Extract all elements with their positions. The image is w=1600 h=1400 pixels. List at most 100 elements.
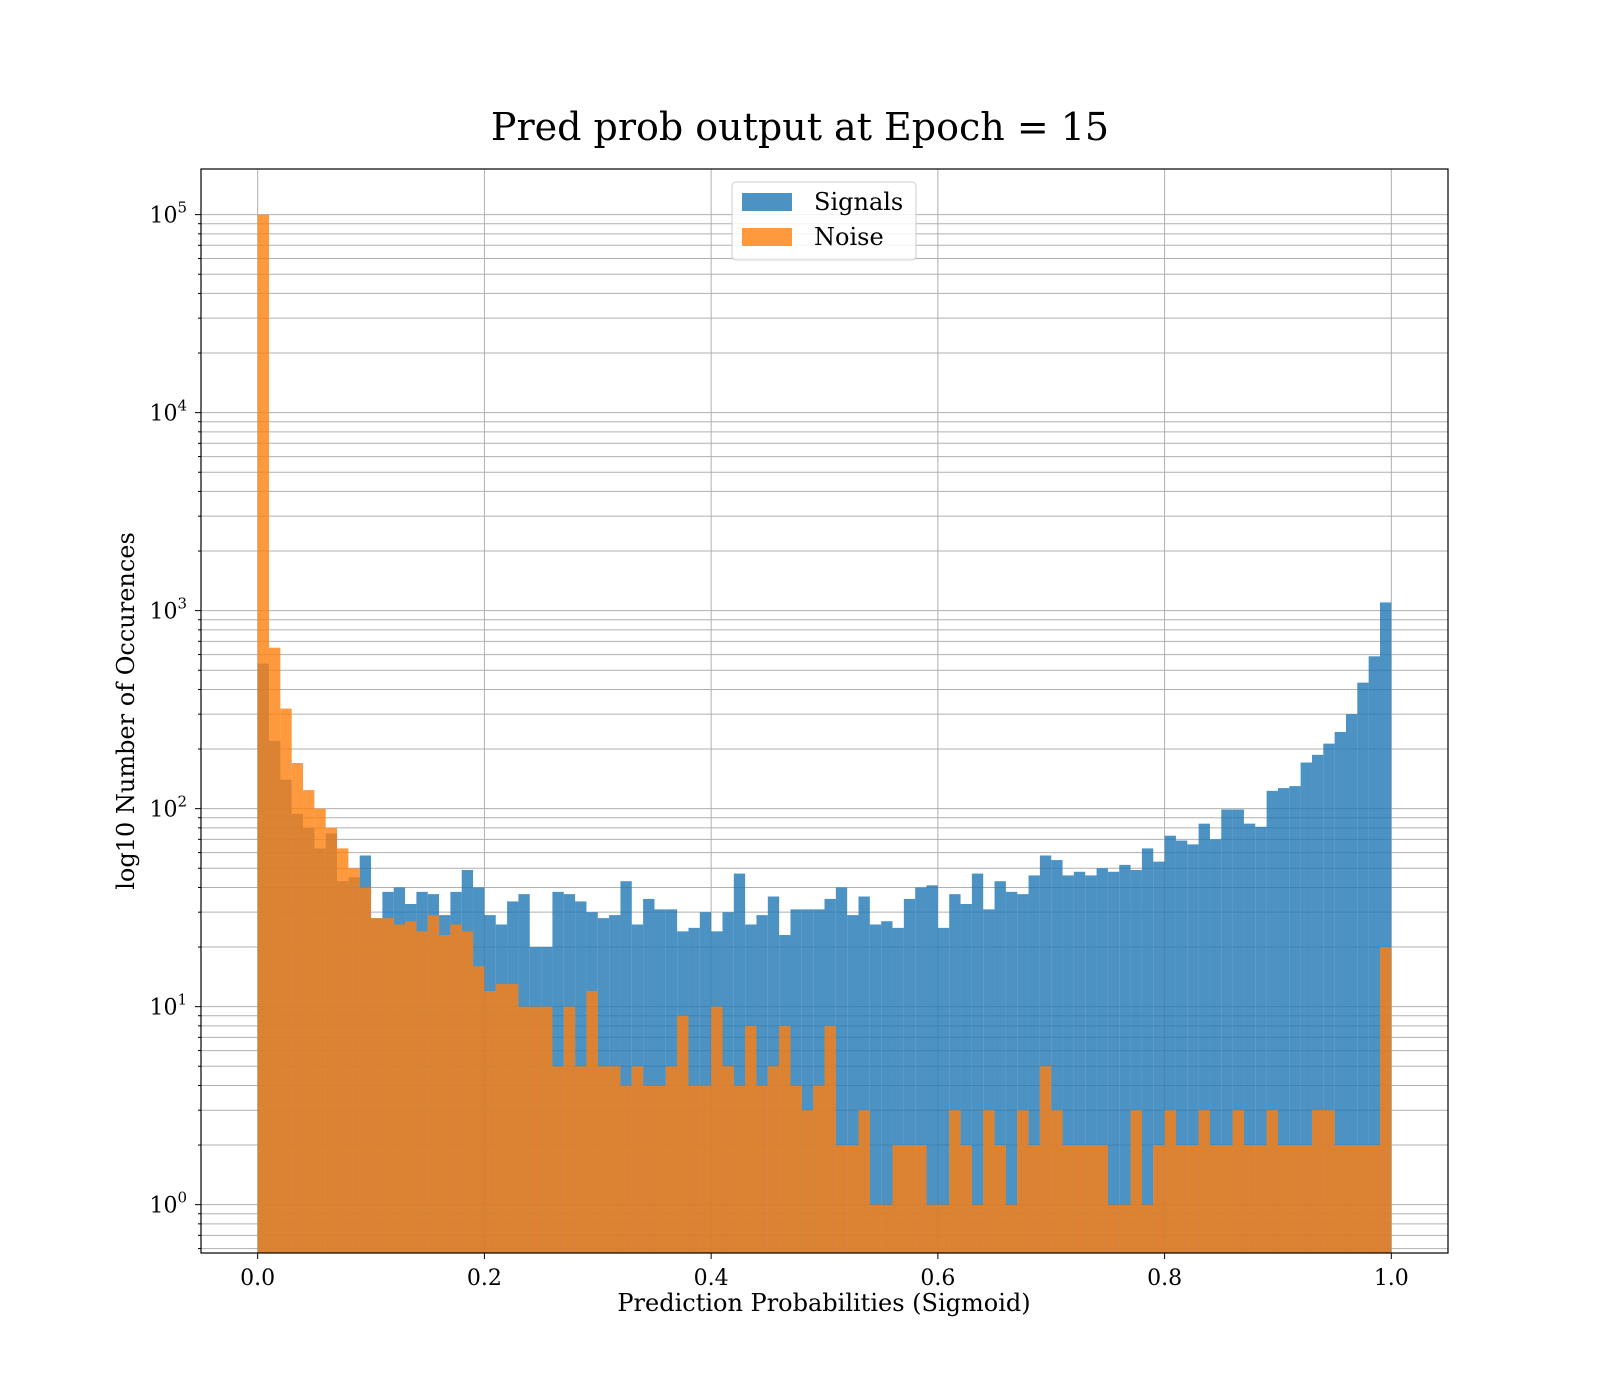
signals-bar xyxy=(1277,788,1290,1253)
x-axis-label: Prediction Probabilities (Sigmoid) xyxy=(617,1289,1030,1317)
noise-bar xyxy=(960,1145,972,1253)
signals-bar xyxy=(1085,875,1097,1253)
noise-bar xyxy=(1187,1145,1199,1253)
noise-bar xyxy=(1119,1204,1131,1253)
noise-bar xyxy=(314,808,326,1253)
legend-swatch-signals xyxy=(742,193,792,211)
signals-bar xyxy=(1073,871,1086,1253)
noise-bar xyxy=(518,1006,530,1253)
noise-bar xyxy=(461,931,474,1253)
noise-bar xyxy=(858,1110,870,1253)
noise-bar xyxy=(824,1025,836,1253)
signals-bar xyxy=(1379,602,1392,1253)
signals-bar xyxy=(1266,790,1278,1253)
noise-bar xyxy=(881,1204,893,1253)
signals-bar xyxy=(1221,809,1233,1253)
noise-bar xyxy=(1039,1066,1052,1253)
noise-bar xyxy=(1062,1145,1074,1253)
y-axis-label: log10 Number of Occurences xyxy=(112,532,140,890)
axis-ticks: 0.0 0.2 0.4 0.6 0.8 1.0 100 101 102 103 104 105 xyxy=(149,199,1408,1291)
noise-bar xyxy=(1153,1145,1165,1253)
noise-bar xyxy=(756,1085,768,1253)
noise-bar xyxy=(1005,1204,1018,1253)
y-tick-label: 104 xyxy=(149,397,187,427)
noise-bar xyxy=(654,1085,666,1253)
noise-bar xyxy=(790,1085,802,1253)
signals-bar xyxy=(858,896,870,1253)
noise-bar xyxy=(1255,1145,1267,1253)
y-tick-label: 101 xyxy=(149,991,187,1021)
signals-bar xyxy=(926,885,938,1253)
noise-bar xyxy=(665,1066,678,1253)
signals-bar xyxy=(1289,786,1301,1253)
noise-bar xyxy=(699,1085,712,1253)
noise-bar xyxy=(1368,1145,1380,1253)
signals-bar xyxy=(1164,835,1176,1253)
signals-bar xyxy=(892,927,904,1253)
noise-bar xyxy=(1243,1145,1256,1253)
noise-bar xyxy=(609,1066,621,1253)
signals-bar xyxy=(1062,875,1074,1253)
signals-bar xyxy=(1198,823,1210,1253)
noise-bar xyxy=(949,1110,961,1253)
signals-bar xyxy=(733,873,746,1253)
noise-bar xyxy=(722,1066,734,1253)
noise-bar xyxy=(439,935,451,1253)
noise-bar xyxy=(337,848,349,1253)
legend-label-signals: Signals xyxy=(814,188,903,216)
noise-bar xyxy=(1357,1145,1369,1253)
noise-bar xyxy=(269,647,281,1253)
signals-bar xyxy=(1153,861,1165,1253)
noise-bar xyxy=(1232,1110,1244,1253)
noise-bar xyxy=(688,1085,700,1253)
noise-bar xyxy=(847,1145,859,1253)
signals-bar xyxy=(960,903,972,1253)
signals-bar xyxy=(971,873,984,1253)
signals-bar xyxy=(643,898,655,1253)
noise-bars xyxy=(257,214,1392,1253)
noise-bar xyxy=(869,1204,882,1253)
signals-bar xyxy=(847,915,859,1253)
signals-bar xyxy=(994,881,1006,1253)
legend: Signals Noise xyxy=(731,181,917,261)
noise-bar xyxy=(1164,1110,1176,1253)
x-tick-label: 1.0 xyxy=(1374,1266,1409,1291)
signals-bar xyxy=(1130,869,1142,1253)
noise-bar xyxy=(280,708,292,1253)
signals-bar xyxy=(1334,731,1346,1253)
noise-bar xyxy=(427,915,440,1253)
noise-bar xyxy=(1334,1145,1346,1253)
noise-bar xyxy=(1073,1145,1086,1253)
noise-bar xyxy=(711,1006,723,1253)
x-tick-label: 0.4 xyxy=(694,1266,729,1291)
noise-bar xyxy=(677,1015,689,1253)
signals-bar xyxy=(1187,844,1199,1253)
noise-bar xyxy=(631,1066,644,1253)
noise-bar xyxy=(937,1204,950,1253)
noise-bar xyxy=(325,827,338,1253)
noise-bar xyxy=(835,1145,848,1253)
signals-bar xyxy=(983,909,995,1253)
signals-bar xyxy=(699,912,712,1253)
noise-bar xyxy=(620,1085,632,1253)
chart-title: Pred prob output at Epoch = 15 xyxy=(491,105,1109,149)
noise-bar xyxy=(733,1085,746,1253)
signals-bar xyxy=(1243,823,1256,1253)
signals-bar xyxy=(801,909,814,1253)
noise-bar xyxy=(903,1145,916,1253)
noise-bar xyxy=(507,984,519,1253)
signals-bar xyxy=(1300,762,1312,1253)
signals-bar xyxy=(1209,839,1222,1253)
noise-bar xyxy=(1028,1145,1040,1253)
y-tick-label: 100 xyxy=(149,1189,187,1219)
noise-bar xyxy=(1175,1145,1188,1253)
signals-bar xyxy=(654,909,666,1253)
x-tick-label: 0.2 xyxy=(467,1266,502,1291)
noise-bar xyxy=(767,1066,780,1253)
signals-bar xyxy=(1345,714,1358,1253)
noise-bar xyxy=(382,918,394,1253)
signals-bar xyxy=(1039,855,1052,1253)
signals-bar xyxy=(835,887,848,1253)
signals-bar xyxy=(1255,826,1267,1253)
noise-bar xyxy=(541,1006,553,1253)
